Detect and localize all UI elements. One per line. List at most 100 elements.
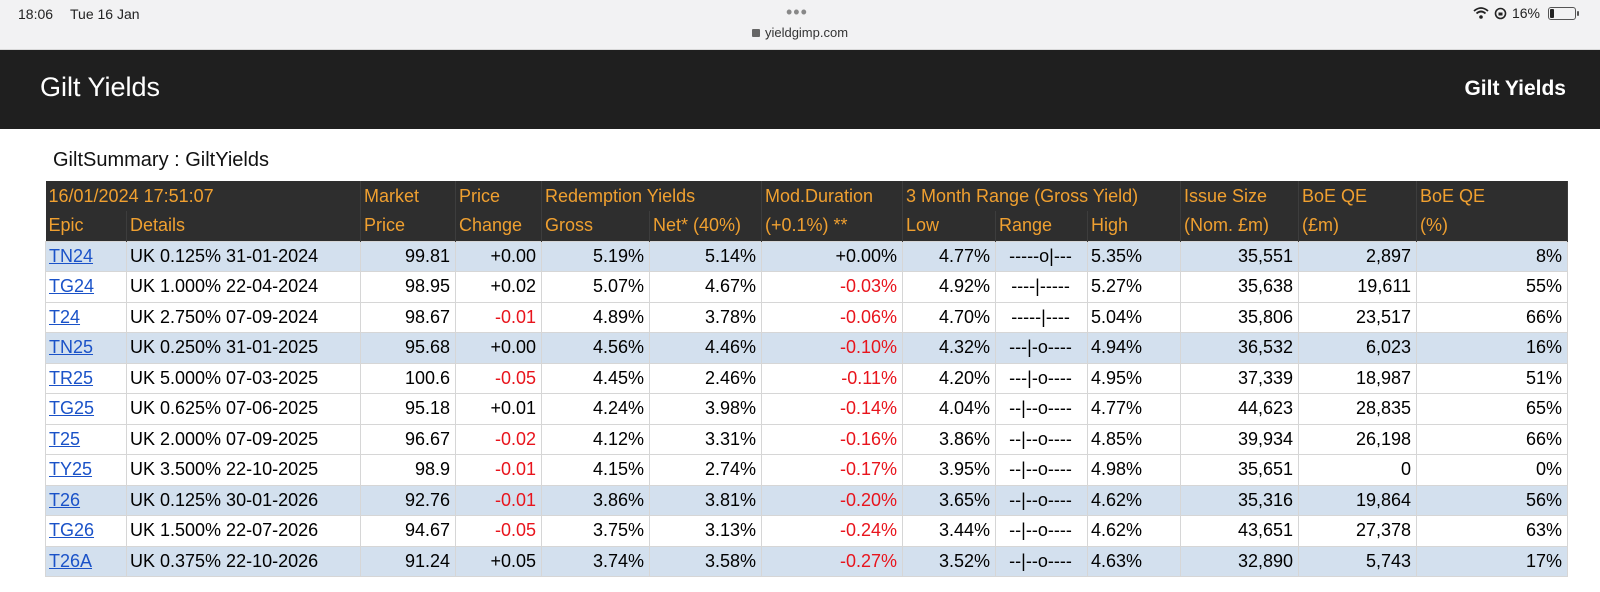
boe-qe-cell: 2,897 xyxy=(1298,240,1418,272)
epic-link[interactable]: T24 xyxy=(49,306,81,327)
price-cell: 100.6 xyxy=(360,362,456,394)
epic-link[interactable]: T26A xyxy=(49,550,93,571)
mod-duration-cell: -0.06% xyxy=(761,301,903,333)
details-header[interactable]: Details xyxy=(126,211,361,241)
price-header: Price xyxy=(455,181,542,211)
range-cell: -----o|--- xyxy=(995,240,1088,272)
qe-pct-header[interactable]: (%) xyxy=(1416,211,1569,241)
price-cell: 92.76 xyxy=(360,484,456,516)
details-cell: UK 5.000% 07-03-2025 xyxy=(126,362,361,394)
wifi-icon xyxy=(1473,7,1489,19)
epic-link[interactable]: TG26 xyxy=(49,520,95,541)
price-cell: 95.68 xyxy=(360,332,456,364)
net-yield-cell: 3.58% xyxy=(649,545,762,577)
low-cell: 4.04% xyxy=(902,393,996,425)
details-cell: UK 0.375% 22-10-2026 xyxy=(126,545,361,577)
low-header[interactable]: Low xyxy=(902,211,996,241)
boe-qe-pct-cell: 56% xyxy=(1416,484,1569,516)
boe-qe-cell: 26,198 xyxy=(1298,423,1418,455)
epic-cell: T24 xyxy=(45,301,127,333)
details-cell: UK 3.500% 22-10-2025 xyxy=(126,454,361,486)
price-cell: 95.18 xyxy=(360,393,456,425)
change-cell: +0.00 xyxy=(455,240,542,272)
net-yield-cell: 3.13% xyxy=(649,515,762,547)
issue-size-cell: 35,638 xyxy=(1180,271,1300,303)
market-price-header[interactable]: Price xyxy=(360,211,456,241)
gross-yield-cell: 4.24% xyxy=(541,393,650,425)
gross-yield-cell: 4.89% xyxy=(541,301,650,333)
issue-size-cell: 39,934 xyxy=(1180,423,1300,455)
tab-menu-dots-icon[interactable]: ••• xyxy=(786,2,808,22)
high-cell: 4.77% xyxy=(1086,393,1182,425)
net-yield-cell: 2.74% xyxy=(649,454,762,486)
gross-yield-cell: 5.19% xyxy=(541,240,650,272)
site-header: Gilt Yields Gilt Yields xyxy=(0,50,1600,129)
epic-link[interactable]: TG24 xyxy=(49,276,95,297)
change-cell: -0.01 xyxy=(455,454,542,486)
issue-size-cell: 35,806 xyxy=(1180,301,1300,333)
net-yield-cell: 3.78% xyxy=(649,301,762,333)
epic-link[interactable]: TN24 xyxy=(49,245,94,266)
change-cell: -0.02 xyxy=(455,423,542,455)
price-cell: 98.67 xyxy=(360,301,456,333)
boe-qe-cell: 6,023 xyxy=(1298,332,1418,364)
boe-qe-cell: 27,378 xyxy=(1298,515,1418,547)
page-title: GiltSummary : GiltYields xyxy=(53,149,269,171)
mod-header[interactable]: (+0.1%) ** xyxy=(761,211,903,241)
net-header[interactable]: Net* (40%) xyxy=(649,211,762,241)
epic-link[interactable]: TY25 xyxy=(49,459,93,480)
epic-cell: TG24 xyxy=(45,271,127,303)
high-cell: 4.85% xyxy=(1086,423,1182,455)
gross-header[interactable]: Gross xyxy=(541,211,650,241)
table-row: TG26 UK 1.500% 22-07-2026 94.67 -0.05 3.75% 3… xyxy=(45,515,1569,547)
epic-header[interactable]: Epic xyxy=(45,211,127,241)
range-cell: -----|---- xyxy=(995,301,1088,333)
epic-cell: T25 xyxy=(45,423,127,455)
nom-header[interactable]: (Nom. £m) xyxy=(1180,211,1300,241)
epic-link[interactable]: TR25 xyxy=(49,367,94,388)
table-row: T26 UK 0.125% 30-01-2026 92.76 -0.01 3.86% 3.… xyxy=(45,484,1569,516)
mod-duration-cell: -0.17% xyxy=(761,454,903,486)
change-cell: -0.01 xyxy=(455,484,542,516)
range-cell: --|--o---- xyxy=(995,515,1088,547)
mod-duration-cell: -0.11% xyxy=(761,362,903,394)
net-yield-cell: 2.46% xyxy=(649,362,762,394)
boe-qe-pct-cell: 63% xyxy=(1416,515,1569,547)
battery-icon xyxy=(1548,6,1579,20)
details-cell: UK 2.750% 07-09-2024 xyxy=(126,301,361,333)
net-yield-cell: 3.31% xyxy=(649,423,762,455)
boe-qe-pct-cell: 65% xyxy=(1416,393,1569,425)
details-cell: UK 2.000% 07-09-2025 xyxy=(126,423,361,455)
qe-m-header[interactable]: (£m) xyxy=(1298,211,1418,241)
price-change-header[interactable]: Change xyxy=(455,211,542,241)
address-bar[interactable]: yieldgimp.com xyxy=(0,25,1600,40)
issue-size-cell: 44,623 xyxy=(1180,393,1300,425)
site-title[interactable]: Gilt Yields xyxy=(40,72,161,102)
epic-link[interactable]: TN25 xyxy=(49,337,94,358)
mod-duration-cell: -0.20% xyxy=(761,484,903,516)
battery-level xyxy=(1550,8,1554,18)
mod-duration-cell: -0.27% xyxy=(761,545,903,577)
change-cell: -0.05 xyxy=(455,362,542,394)
low-cell: 3.44% xyxy=(902,515,996,547)
range-cell: --|--o---- xyxy=(995,423,1088,455)
range-cell: --|--o---- xyxy=(995,393,1088,425)
boe-qe-cell: 5,743 xyxy=(1298,545,1418,577)
epic-cell: TN24 xyxy=(45,240,127,272)
gross-yield-cell: 4.15% xyxy=(541,454,650,486)
change-cell: +0.02 xyxy=(455,271,542,303)
change-cell: +0.05 xyxy=(455,545,542,577)
nav-gilt-yields-link[interactable]: Gilt Yields xyxy=(1464,77,1566,100)
epic-link[interactable]: TG25 xyxy=(49,398,95,419)
range-3m-header: 3 Month Range (Gross Yield) xyxy=(902,181,1182,211)
mod-duration-cell: -0.03% xyxy=(761,271,903,303)
epic-link[interactable]: T26 xyxy=(49,489,81,510)
high-header[interactable]: High xyxy=(1087,211,1182,241)
details-cell: UK 0.250% 31-01-2025 xyxy=(126,332,361,364)
epic-link[interactable]: T25 xyxy=(49,428,81,449)
details-cell: UK 0.625% 07-06-2025 xyxy=(126,393,361,425)
net-yield-cell: 3.81% xyxy=(649,484,762,516)
mod-duration-cell: +0.00% xyxy=(761,240,903,272)
mod-duration-cell: -0.14% xyxy=(761,393,903,425)
boe-qe-pct-cell: 66% xyxy=(1416,423,1569,455)
